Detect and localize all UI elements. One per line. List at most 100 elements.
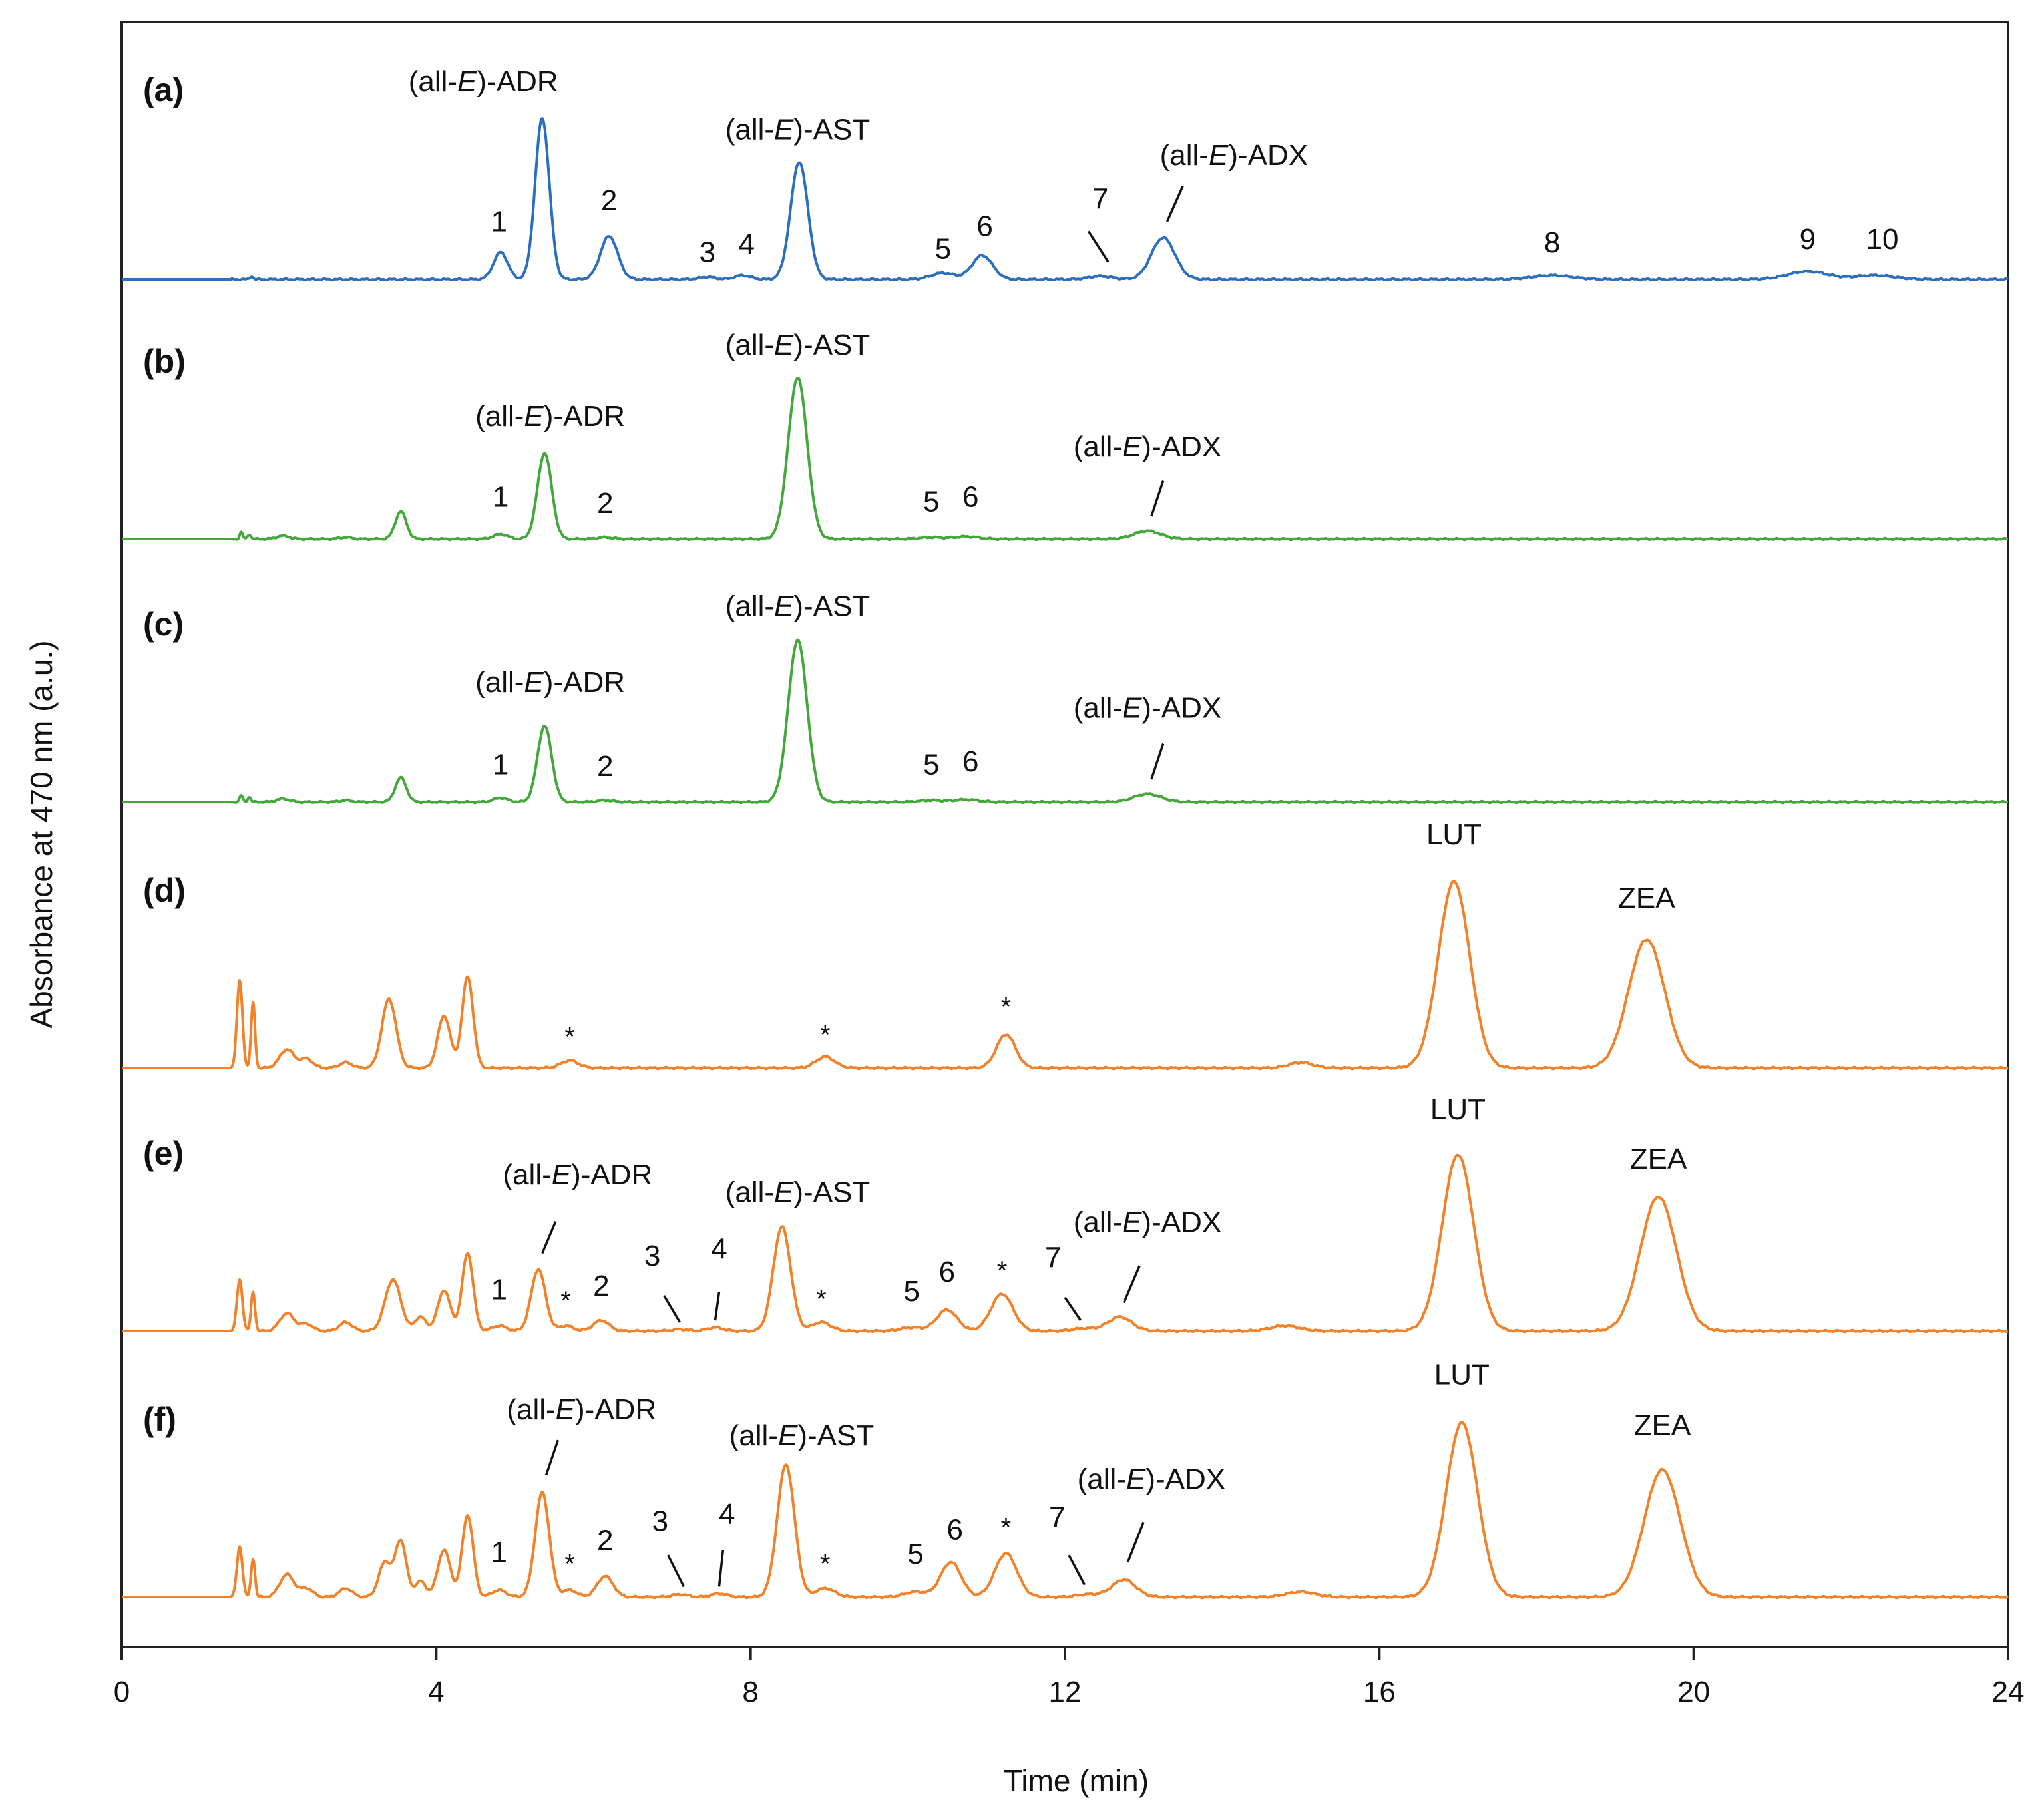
compound-label: (all-E)-ADR	[503, 1159, 652, 1191]
peak-label: 9	[1800, 223, 1816, 256]
peak-label: 1	[491, 1536, 507, 1569]
panel-f: (f) 1 2 3 4 56 7 LUT ZEA (all-E)-ADR (all-E)-AST (a…	[122, 1358, 2008, 1598]
asterisk-marker: *	[564, 1549, 575, 1578]
peak-label: 2	[597, 487, 613, 520]
peak-label: 2	[597, 1524, 613, 1556]
plot-frame	[122, 22, 2008, 1647]
peak-label: 8	[1544, 226, 1560, 259]
compound-name: AST	[813, 329, 871, 361]
asterisk-marker: *	[997, 1256, 1008, 1286]
peak-label: ZEA	[1630, 1143, 1687, 1175]
peak-label: 7	[1049, 1501, 1065, 1534]
peak-label: 1	[491, 1273, 507, 1306]
compound-label: (all-E)-ADX	[1074, 1206, 1221, 1239]
leader-line	[546, 1440, 558, 1475]
trace-a	[122, 118, 2008, 280]
compound-name: ADX	[1161, 692, 1221, 725]
asterisk-marker: *	[816, 1285, 827, 1314]
x-tick-label: 20	[1677, 1676, 1710, 1708]
panel-c: (c) 1 2 5 6 (all-E)-ADR (all-E)-AST (all-E)-ADX	[122, 590, 2008, 803]
leader-line	[1069, 1555, 1085, 1585]
compound-label: (all-E)-AST	[725, 329, 871, 361]
panel-label: (b)	[143, 343, 186, 380]
leader-line	[542, 1222, 556, 1254]
peak-label: 6	[939, 1256, 955, 1288]
peak-label: 5	[923, 486, 939, 518]
peak-label: 4	[719, 1498, 735, 1531]
peak-label: 3	[644, 1240, 660, 1272]
peak-label: 2	[597, 750, 613, 783]
compound-label: (all-E)-ADX	[1078, 1463, 1225, 1496]
asterisk-marker: *	[820, 1021, 831, 1050]
peak-label: 5	[903, 1275, 919, 1308]
compound-label: (all-E)-ADR	[475, 666, 625, 699]
asterisk-marker: *	[1001, 993, 1012, 1022]
panel-label: (e)	[143, 1135, 184, 1172]
leader-line	[664, 1296, 680, 1322]
compound-label: (all-E)-AST	[725, 590, 871, 623]
peak-label: 5	[935, 233, 951, 266]
compound-label: (all-E)-AST	[725, 113, 871, 146]
peak-label: 5	[907, 1538, 923, 1570]
asterisk-marker: *	[560, 1286, 571, 1316]
x-axis: 0 4 8 12 16 20 24	[114, 1647, 2025, 1708]
compound-name: AST	[813, 1176, 871, 1209]
compound-name: ADX	[1161, 1206, 1221, 1239]
peak-label: 2	[593, 1270, 609, 1302]
peak-label: 2	[601, 184, 617, 217]
peak-label: 3	[699, 236, 715, 268]
compound-name: ADX	[1161, 431, 1221, 463]
peak-label: LUT	[1434, 1358, 1490, 1391]
asterisk-marker: *	[1001, 1513, 1012, 1542]
compound-label: (all-E)-AST	[725, 1176, 871, 1209]
leader-line	[1124, 1266, 1140, 1303]
compound-label: (all-E)-ADX	[1074, 692, 1221, 725]
x-tick-label: 12	[1049, 1676, 1082, 1708]
compound-label: (all-E)-ADX	[1074, 431, 1221, 463]
compound-name: AST	[813, 113, 871, 146]
compound-name: ADR	[563, 400, 625, 433]
x-tick-label: 4	[428, 1676, 444, 1708]
panel-d: (d) LUT ZEA * * *	[122, 818, 2008, 1069]
panel-e: (e) 1 2 3 4 56 7 LUT ZEA (all-E)-ADR (all-E)-AST (a…	[122, 1093, 2008, 1332]
x-tick-label: 0	[114, 1676, 130, 1708]
panel-b: (b) 1 2 5 6 (all-E)-ADR (all-E)-AST (all-E)-ADX	[122, 329, 2008, 540]
leader-line	[1127, 1522, 1143, 1562]
leader-line	[1065, 1298, 1081, 1320]
leader-line	[715, 1292, 719, 1320]
peak-label: LUT	[1430, 1093, 1486, 1126]
compound-label: (all-E)-ADR	[475, 400, 625, 433]
compound-name: AST	[817, 1419, 875, 1452]
peak-label: LUT	[1426, 818, 1482, 851]
peak-label: 5	[923, 749, 939, 781]
compound-label: (all-E)-ADR	[409, 65, 558, 98]
leader-line	[1167, 186, 1183, 222]
peak-label: ZEA	[1634, 1409, 1691, 1441]
peak-label: 4	[711, 1232, 727, 1265]
x-axis-label: Time (min)	[1004, 1763, 1149, 1798]
asterisk-marker: *	[564, 1022, 575, 1051]
peak-label: 1	[493, 749, 509, 781]
peak-label: 3	[652, 1505, 668, 1537]
chromatogram-figure: 0 4 8 12 16 20 24 (a)123 4 5678 9 10(all-E)-ADR(al…	[0, 0, 2044, 1804]
leader-line	[668, 1555, 684, 1586]
panel-label: (c)	[143, 606, 184, 643]
leader-line	[1088, 231, 1108, 262]
panel-label: (d)	[143, 872, 186, 909]
compound-label: (all-E)-ADX	[1160, 139, 1308, 172]
peak-label: 7	[1092, 183, 1108, 216]
compound-name: ADR	[497, 65, 558, 98]
compound-label: (all-E)-AST	[729, 1419, 875, 1452]
peak-label: 4	[739, 228, 755, 260]
peak-label: 7	[1045, 1242, 1061, 1274]
panel-label: (f)	[143, 1401, 176, 1438]
compound-name: ADX	[1248, 139, 1308, 172]
trace-e	[122, 1155, 2008, 1332]
peak-label: 1	[493, 480, 509, 513]
peak-label: 10	[1866, 223, 1899, 256]
x-tick-label: 16	[1363, 1676, 1396, 1708]
x-tick-label: 8	[742, 1676, 758, 1708]
peak-label: 6	[962, 480, 978, 513]
